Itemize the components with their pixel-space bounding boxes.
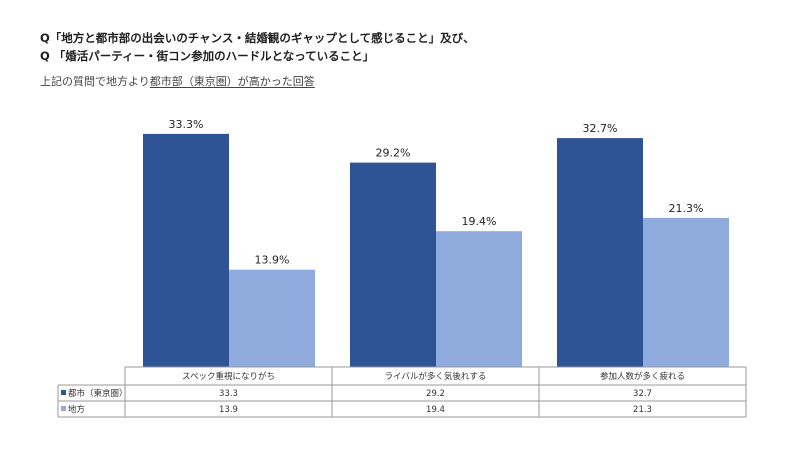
chart-subtitle: 上記の質問で地方より都市部（東京圏）が高かった回答 (40, 73, 315, 89)
bar-rural-2 (436, 231, 522, 367)
bar-rural-3 (643, 217, 729, 367)
data-label-city-3: 32.7% (583, 122, 618, 135)
category-label-2: ライバルが多く気後れする (385, 371, 487, 382)
table-value-rural-2: 19.4 (426, 405, 445, 415)
data-label-rural-3: 21.3% (669, 202, 704, 215)
subtitle-underlined: 都市部（東京圏）が高かった回答 (149, 75, 315, 88)
table-value-rural-1: 13.9 (219, 405, 238, 415)
question-2: Q 「婚活パーティー・街コン参加のハードルとなっていること」 (40, 49, 375, 63)
subtitle-prefix: 上記の質問で地方より (40, 75, 150, 88)
legend-swatch-city (61, 390, 66, 395)
legend-swatch-rural (61, 406, 66, 411)
question-1: Q「地方と都市部の出会いのチャンス・結婚観のギャップとして感じること」及び、 (40, 31, 475, 45)
bar-city-3 (557, 138, 643, 367)
bar-rural-1 (229, 269, 315, 367)
data-label-city-2: 29.2% (376, 147, 411, 160)
category-label-1: スペック重視になりがち (182, 371, 275, 382)
table-value-city-1: 33.3 (219, 389, 238, 399)
table-value-city-3: 32.7 (633, 389, 652, 399)
data-label-city-1: 33.3% (169, 118, 204, 131)
legend-label-rural: 地方 (68, 404, 85, 415)
data-label-rural-1: 13.9% (255, 254, 290, 267)
legend-label-city: 都市（東京圏） (68, 388, 128, 399)
table-value-city-2: 29.2 (426, 389, 445, 399)
bar-city-1 (143, 133, 229, 367)
table-value-rural-3: 21.3 (633, 405, 652, 415)
category-label-3: 参加人数が多く疲れる (600, 371, 685, 382)
bar-city-2 (350, 162, 436, 367)
data-label-rural-2: 19.4% (462, 215, 497, 228)
